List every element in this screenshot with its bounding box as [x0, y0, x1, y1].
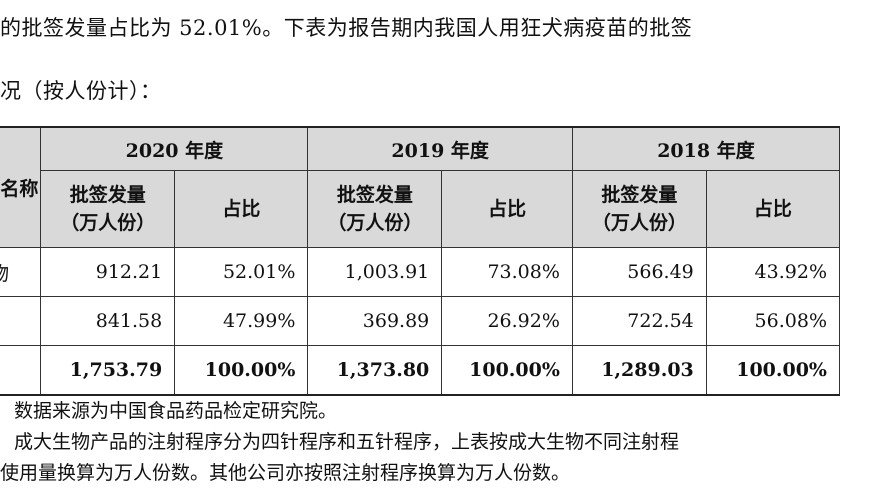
cell-volume: 841.58 — [40, 296, 176, 346]
cell-share: 100.00% — [174, 345, 309, 396]
header-year-2020: 2020 年度 — [40, 126, 309, 171]
cell-share: 26.92% — [441, 296, 573, 346]
cell-share: 100.00% — [705, 345, 841, 396]
vaccine-batch-table: 名称 2020 年度 2019 年度 2018 年度 批签发量 （万人份） 占比 … — [0, 126, 841, 396]
cell-share: 100.00% — [441, 345, 573, 396]
cell-share: 43.92% — [705, 247, 841, 297]
paragraph-line-2: 况（按人份计）： — [0, 79, 162, 103]
cell-volume: 1,753.79 — [40, 345, 176, 396]
cell-volume: 1,289.03 — [571, 345, 707, 396]
header-name: 名称 — [0, 126, 42, 248]
header-volume: 批签发量 （万人份） — [40, 170, 176, 248]
table-row: 生物 912.21 52.01% 1,003.91 73.08% 566.49 … — [0, 247, 841, 297]
cell-volume: 912.21 — [40, 247, 176, 297]
paragraph-line-1: 的批签发量占比为 52.01%。下表为报告期内我国人用狂犬病疫苗的批签 — [0, 16, 693, 40]
row-name: 计 — [0, 345, 42, 396]
cell-volume: 1,373.80 — [307, 345, 443, 396]
cell-share: 52.01% — [174, 247, 309, 297]
cell-volume: 566.49 — [571, 247, 707, 297]
note-source: 数据来源为中国食品药品检定研究院。 — [14, 400, 338, 422]
cell-share: 73.08% — [441, 247, 573, 297]
header-volume: 批签发量 （万人份） — [571, 170, 707, 248]
note-injection-line-1: 成大生物产品的注射程序分为四针程序和五针程序，上表按成大生物不同注射程 — [14, 431, 680, 453]
header-year-2019: 2019 年度 — [307, 126, 573, 171]
header-volume: 批签发量 （万人份） — [307, 170, 443, 248]
header-year-2018: 2018 年度 — [571, 126, 841, 171]
table-row: 他 841.58 47.99% 369.89 26.92% 722.54 56.… — [0, 296, 841, 346]
note-injection-line-2: 使用量换算为万人份数。其他公司亦按照注射程序换算为万人份数。 — [0, 462, 571, 484]
cell-volume: 369.89 — [307, 296, 443, 346]
cell-share: 47.99% — [174, 296, 309, 346]
header-share: 占比 — [441, 170, 573, 248]
cell-volume: 722.54 — [571, 296, 707, 346]
header-row-years: 名称 2020 年度 2019 年度 2018 年度 — [0, 126, 841, 248]
cell-volume: 1,003.91 — [307, 247, 443, 297]
row-name: 他 — [0, 296, 42, 346]
header-row-columns: 批签发量 （万人份） 占比 批签发量 （万人份） 占比 批签发量 （万人份） 占比 — [0, 170, 841, 248]
header-share: 占比 — [174, 170, 309, 248]
row-name: 生物 — [0, 247, 42, 297]
cell-share: 56.08% — [705, 296, 841, 346]
header-share: 占比 — [705, 170, 841, 248]
table-row-total: 计 1,753.79 100.00% 1,373.80 100.00% 1,28… — [0, 345, 841, 396]
